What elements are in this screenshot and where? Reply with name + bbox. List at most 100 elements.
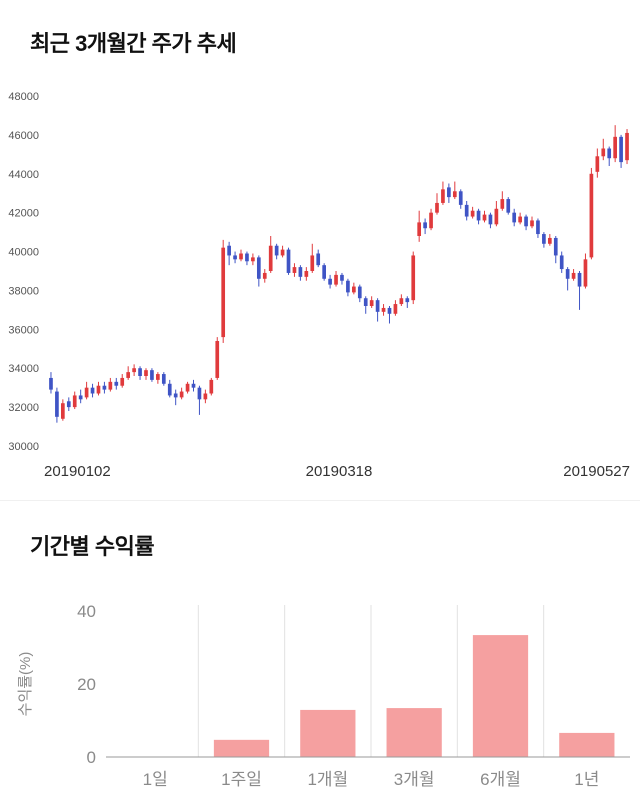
returns-y-tick: 0	[87, 748, 96, 767]
candle-body	[161, 374, 166, 384]
candle-body	[500, 199, 505, 209]
price-chart-title: 최근 3개월간 주가 추세	[30, 31, 237, 56]
candle-body	[72, 395, 77, 408]
candle-body	[66, 401, 71, 408]
candle-body	[227, 245, 231, 256]
candle-body	[363, 298, 368, 306]
candle-body	[304, 271, 309, 277]
returns-y-tick: 40	[77, 602, 96, 621]
candle-body	[173, 393, 178, 398]
candle-body	[512, 212, 517, 223]
price-trend-section: 최근 3개월간 주가 추세 48000 46000 44000 42000 40000 3…	[0, 31, 640, 482]
candle-body	[233, 255, 237, 260]
candle-body	[156, 374, 160, 380]
candle-body	[340, 274, 344, 281]
candle-body	[482, 214, 487, 221]
returns-category-label: 1주일	[221, 770, 262, 789]
candle-body	[518, 216, 522, 223]
candle-body	[429, 212, 433, 229]
candle-body	[203, 393, 208, 400]
candle-body	[494, 208, 499, 225]
candle-body	[256, 257, 261, 279]
candle-body	[441, 189, 445, 203]
candle-body	[191, 383, 196, 388]
candle-body	[387, 307, 392, 314]
candle-body	[452, 191, 457, 198]
price-y-tick: 32000	[8, 402, 39, 414]
returns-section: 기간별 수익률 40 20 0 수익률(%) 1일 1주일 1개월 3개월 6개월 1년	[0, 529, 640, 807]
candle-body	[167, 383, 172, 396]
candle-body	[464, 204, 469, 217]
candlestick-chart: 48000 46000 44000 42000 40000 38000 36000 34000…	[0, 84, 640, 482]
price-y-tick: 34000	[8, 363, 39, 375]
candle-body	[357, 286, 362, 299]
candle-body	[435, 202, 439, 213]
candle-body	[346, 280, 350, 293]
candle-body	[108, 381, 113, 390]
candle-body	[197, 387, 202, 400]
candle-body	[55, 391, 59, 417]
price-x-tick: 20190527	[563, 463, 630, 480]
candle-body	[542, 234, 546, 244]
candle-body	[476, 210, 481, 221]
candle-body	[334, 274, 338, 285]
price-x-tick: 20190102	[44, 463, 111, 480]
candle-body	[524, 216, 528, 227]
candle-body	[215, 341, 220, 378]
returns-category-label: 1일	[143, 770, 168, 789]
candle-body	[150, 370, 154, 380]
candle-body	[185, 383, 190, 392]
candle-body	[274, 245, 279, 256]
candle-body	[559, 255, 564, 270]
candle-body	[381, 307, 386, 312]
return-bar	[213, 739, 270, 757]
candle-body	[251, 257, 255, 262]
returns-chart-title: 기간별 수익률	[30, 534, 155, 559]
candle-body	[417, 222, 422, 236]
price-y-tick: 30000	[8, 441, 39, 453]
price-y-tick: 48000	[8, 91, 39, 103]
candle-body	[625, 132, 629, 161]
returns-bar-chart: 40 20 0 수익률(%) 1일 1주일 1개월 3개월 6개월 1년	[0, 597, 640, 807]
candle-body	[595, 156, 600, 172]
candle-body	[102, 385, 107, 390]
candle-body	[589, 173, 594, 258]
candle-body	[310, 255, 315, 271]
candle-body	[61, 403, 65, 419]
candle-body	[280, 249, 285, 256]
candle-body	[423, 222, 427, 229]
section-divider	[0, 500, 640, 501]
candle-body	[96, 385, 101, 394]
candle-body	[144, 370, 148, 376]
candle-body	[286, 249, 291, 273]
candle-body	[571, 272, 576, 279]
candle-body	[328, 278, 332, 285]
candle-body	[375, 300, 380, 312]
price-y-tick: 44000	[8, 169, 39, 181]
candle-body	[298, 267, 303, 277]
candle-body	[78, 395, 83, 400]
price-x-tick: 20190318	[306, 463, 373, 480]
candle-body	[613, 136, 617, 159]
candle-body	[90, 387, 95, 394]
candle-body	[458, 191, 463, 205]
returns-y-axis-label: 수익률(%)	[17, 652, 34, 717]
candle-body	[49, 377, 53, 390]
candle-body	[601, 148, 606, 157]
price-y-tick: 40000	[8, 247, 39, 259]
candle-body	[114, 381, 119, 386]
candle-body	[405, 298, 410, 303]
price-y-tick: 42000	[8, 208, 39, 220]
return-bar	[559, 732, 615, 757]
return-bar	[300, 709, 356, 757]
candle-body	[399, 298, 404, 305]
candle-body	[239, 253, 243, 260]
candle-body	[245, 253, 249, 262]
candle-body	[553, 237, 558, 256]
candle-body	[583, 259, 588, 287]
candle-body	[292, 267, 297, 273]
candle-body	[126, 372, 131, 378]
price-y-tick: 38000	[8, 285, 39, 297]
candle-body	[268, 245, 273, 271]
